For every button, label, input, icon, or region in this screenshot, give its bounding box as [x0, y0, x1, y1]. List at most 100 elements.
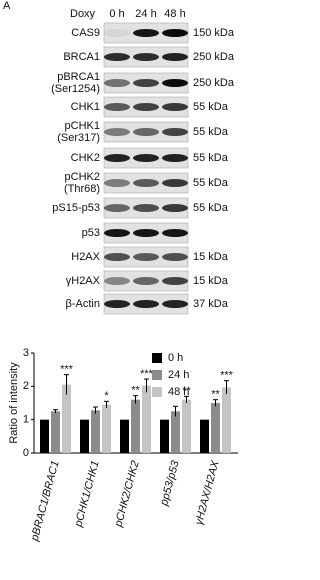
row-label: β-Actin: [66, 298, 100, 310]
marker-label: 250 kDa: [193, 51, 235, 63]
band: [162, 277, 188, 285]
band: [104, 29, 130, 37]
row-site: (Thr68): [64, 183, 100, 195]
marker-label: 15 kDa: [193, 275, 229, 287]
x-tick-label: pCHK2/CHK2: [112, 459, 141, 529]
marker-label: 15 kDa: [193, 251, 229, 263]
band: [162, 29, 188, 37]
band: [104, 229, 130, 237]
legend-label: 0 h: [168, 352, 183, 364]
band: [162, 229, 188, 237]
row-label: pCHK2: [65, 171, 100, 183]
lane-label: 48 h: [164, 8, 185, 20]
significance: *: [104, 390, 109, 402]
row-label: H2AX: [71, 251, 100, 263]
bar: [171, 411, 180, 453]
y-tick-label: 0: [23, 447, 29, 459]
band: [133, 154, 159, 162]
band: [104, 154, 130, 162]
legend-swatch: [152, 370, 162, 380]
band: [133, 204, 159, 212]
legend-label: 48 h: [168, 386, 189, 398]
band: [162, 53, 188, 61]
x-tick-label: pCHK1/CHK1: [72, 459, 101, 529]
bar: [80, 419, 89, 453]
legend-swatch: [152, 353, 162, 363]
row-label: pS15-p53: [52, 202, 100, 214]
row-site: (Ser317): [57, 132, 100, 144]
row-label: CAS9: [71, 27, 100, 39]
bar: [120, 419, 129, 453]
band: [104, 253, 130, 261]
band: [104, 53, 130, 61]
significance: **: [182, 385, 191, 397]
band: [162, 179, 188, 187]
band: [162, 103, 188, 111]
y-tick-label: 1: [23, 414, 29, 426]
band: [133, 253, 159, 261]
figure: A Doxy 0 h 24 h 48 h CAS9 150 kDa BRCA1 250 kD…: [3, 0, 238, 543]
marker-label: 55 kDa: [193, 101, 229, 113]
row-label: CHK2: [71, 152, 100, 164]
lane-label: 0 h: [109, 8, 124, 20]
band: [162, 300, 188, 308]
band: [162, 128, 188, 136]
row-label: BRCA1: [63, 51, 100, 63]
significance: ***: [220, 370, 234, 382]
band: [133, 29, 159, 37]
band: [133, 179, 159, 187]
bar: [51, 411, 60, 453]
marker-label: 150 kDa: [193, 27, 235, 39]
band: [133, 53, 159, 61]
marker-label: 55 kDa: [193, 202, 229, 214]
band: [133, 103, 159, 111]
band: [162, 253, 188, 261]
significance: ***: [60, 364, 74, 376]
bar: [142, 385, 151, 453]
band: [133, 300, 159, 308]
treatment-label: Doxy: [70, 8, 96, 20]
band: [104, 103, 130, 111]
band: [162, 79, 188, 87]
band: [104, 79, 130, 87]
significance: **: [211, 389, 220, 401]
bar: [182, 399, 191, 453]
significance: **: [131, 385, 140, 397]
marker-label: 55 kDa: [193, 152, 229, 164]
y-tick-label: 3: [23, 347, 29, 359]
band: [104, 128, 130, 136]
row-label: p53: [82, 227, 100, 239]
significance: ***: [140, 368, 154, 380]
legend-label: 24 h: [168, 369, 189, 381]
bar: [211, 403, 220, 453]
row-label: pBRCA1: [57, 71, 100, 83]
bar: [102, 404, 111, 453]
band: [133, 79, 159, 87]
bar: [222, 387, 231, 453]
bar: [160, 419, 169, 453]
bar: [62, 384, 71, 453]
marker-label: 250 kDa: [193, 77, 235, 89]
band: [104, 277, 130, 285]
row-label: γH2AX: [66, 275, 101, 287]
row-label: pCHK1: [65, 120, 100, 132]
y-axis-label: Ratio of intensity: [8, 362, 20, 444]
band: [104, 179, 130, 187]
marker-label: 55 kDa: [193, 126, 229, 138]
band: [133, 128, 159, 136]
row-label: CHK1: [71, 101, 100, 113]
band: [104, 204, 130, 212]
bar: [91, 410, 100, 453]
band: [162, 154, 188, 162]
y-tick-label: 2: [23, 380, 29, 392]
x-tick-label: γH2AX/H2AX: [193, 459, 222, 527]
x-tick-label: pp53/p53: [158, 459, 182, 508]
row-site: (Ser1254): [51, 83, 100, 95]
bar: [131, 399, 140, 453]
marker-label: 55 kDa: [193, 177, 229, 189]
band: [162, 204, 188, 212]
marker-label: 37 kDa: [193, 298, 229, 310]
bar: [200, 419, 209, 453]
band: [133, 277, 159, 285]
bar: [40, 419, 49, 453]
